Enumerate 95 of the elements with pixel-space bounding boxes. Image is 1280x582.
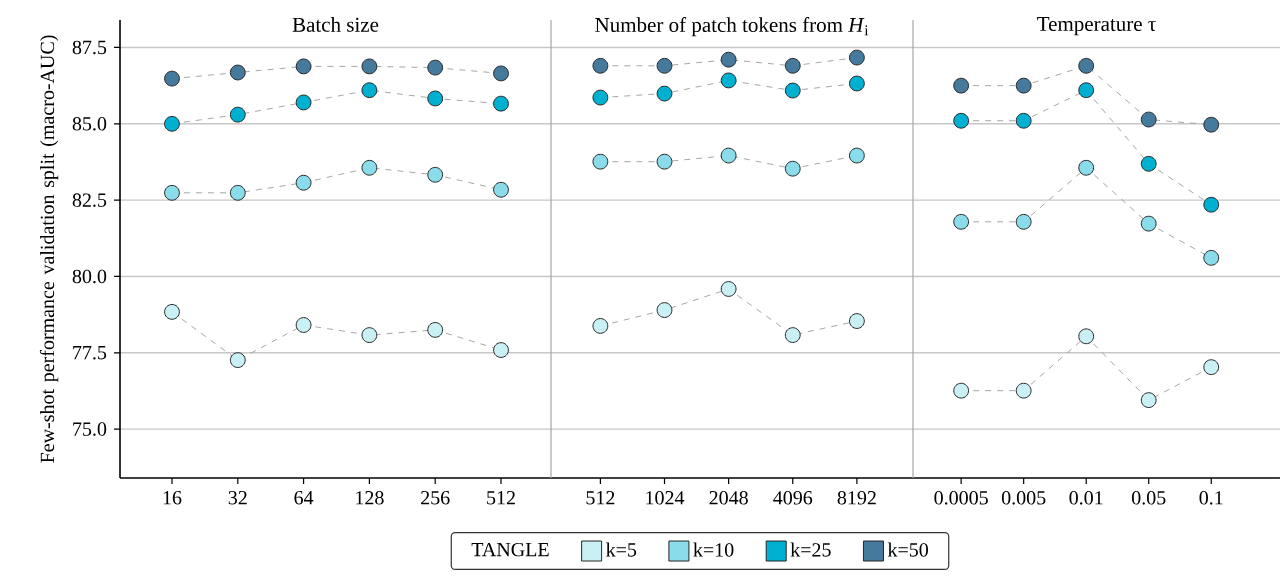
point bbox=[493, 342, 509, 358]
y-tick-label: 85.0 bbox=[72, 117, 107, 131]
point bbox=[1015, 213, 1032, 230]
y-tick-label: 75.0 bbox=[73, 422, 107, 436]
point bbox=[164, 115, 180, 132]
x-tick-label: 128 bbox=[356, 491, 384, 505]
point bbox=[848, 313, 865, 329]
point bbox=[427, 166, 444, 183]
x-tick-label: 0.1 bbox=[1199, 491, 1223, 505]
x-tick-label: 8192 bbox=[837, 491, 876, 505]
point bbox=[1078, 159, 1095, 176]
x-tick-label: 512 bbox=[586, 491, 615, 505]
legend-title: TANGLE bbox=[471, 542, 549, 557]
point bbox=[1203, 359, 1220, 376]
point bbox=[164, 303, 180, 320]
point bbox=[229, 64, 246, 81]
point bbox=[720, 72, 737, 89]
point bbox=[295, 317, 312, 333]
x-tick-label: 512 bbox=[487, 491, 515, 505]
point bbox=[953, 382, 970, 399]
point bbox=[848, 147, 865, 164]
point bbox=[720, 51, 737, 68]
y-tick-label: 80.0 bbox=[72, 269, 107, 284]
point bbox=[1015, 382, 1032, 399]
x-tick-label: 0.005 bbox=[1001, 491, 1046, 505]
x-tick-label: 0.01 bbox=[1069, 491, 1103, 505]
point bbox=[361, 159, 378, 176]
point bbox=[848, 49, 865, 66]
chart-title: Number of patch tokens from H$_{i}$ bbox=[595, 17, 869, 37]
point bbox=[1140, 392, 1157, 409]
y-tick-label: 77.5 bbox=[73, 346, 107, 360]
point bbox=[720, 147, 737, 164]
point bbox=[656, 85, 673, 102]
point bbox=[656, 302, 673, 318]
point bbox=[229, 184, 246, 201]
point bbox=[784, 57, 801, 74]
legend-label: k=25 bbox=[790, 542, 831, 557]
x-tick-label: 0.0005 bbox=[934, 491, 988, 505]
point bbox=[427, 322, 444, 338]
point bbox=[1015, 77, 1032, 94]
legend-label: k=50 bbox=[887, 542, 928, 557]
point bbox=[1203, 196, 1220, 213]
point bbox=[361, 82, 378, 99]
point bbox=[164, 184, 180, 201]
point bbox=[1078, 57, 1095, 74]
point bbox=[295, 58, 312, 75]
point bbox=[592, 153, 609, 170]
point bbox=[427, 59, 444, 76]
point bbox=[592, 57, 609, 74]
point bbox=[493, 65, 509, 82]
y-tick-label: 82.5 bbox=[72, 193, 107, 207]
point bbox=[1078, 82, 1095, 99]
point bbox=[784, 160, 801, 177]
point bbox=[848, 75, 865, 92]
point bbox=[953, 213, 970, 230]
point bbox=[656, 57, 673, 74]
x-tick-label: 16 bbox=[163, 491, 182, 505]
point bbox=[592, 89, 609, 106]
point bbox=[493, 95, 509, 112]
point bbox=[1140, 155, 1157, 172]
x-tick-label: 0.05 bbox=[1131, 491, 1166, 505]
point bbox=[953, 77, 970, 94]
point bbox=[1015, 112, 1032, 129]
point bbox=[1140, 111, 1157, 128]
point bbox=[361, 58, 378, 75]
point bbox=[493, 181, 509, 198]
x-tick-label: 4096 bbox=[773, 491, 813, 505]
legend-label: k=10 bbox=[693, 542, 734, 557]
x-tick-label: 64 bbox=[294, 491, 314, 505]
point bbox=[953, 112, 970, 129]
point bbox=[592, 318, 609, 334]
chart-title: Temperature τ bbox=[1037, 17, 1156, 36]
point bbox=[656, 153, 673, 170]
point bbox=[1203, 116, 1220, 133]
x-tick-label: 32 bbox=[228, 491, 247, 505]
point bbox=[295, 174, 312, 191]
point bbox=[427, 90, 444, 107]
point bbox=[720, 281, 737, 297]
chart-title: Batch size bbox=[292, 17, 379, 32]
x-tick-label: 2048 bbox=[709, 491, 748, 505]
y-axis-title: Few-shot performance validation split (macro-AUC) bbox=[39, 35, 59, 463]
point bbox=[1140, 215, 1157, 232]
legend-label: k=5 bbox=[606, 542, 637, 557]
point bbox=[1078, 328, 1095, 345]
point bbox=[295, 94, 312, 111]
point bbox=[164, 70, 180, 87]
point bbox=[361, 327, 378, 343]
y-tick-label: 87.5 bbox=[72, 40, 107, 55]
point bbox=[1203, 249, 1220, 266]
point bbox=[784, 82, 801, 99]
point bbox=[229, 352, 246, 369]
x-tick-label: 256 bbox=[421, 491, 450, 505]
x-tick-label: 1024 bbox=[646, 491, 685, 505]
point bbox=[784, 327, 801, 343]
point bbox=[229, 106, 246, 123]
